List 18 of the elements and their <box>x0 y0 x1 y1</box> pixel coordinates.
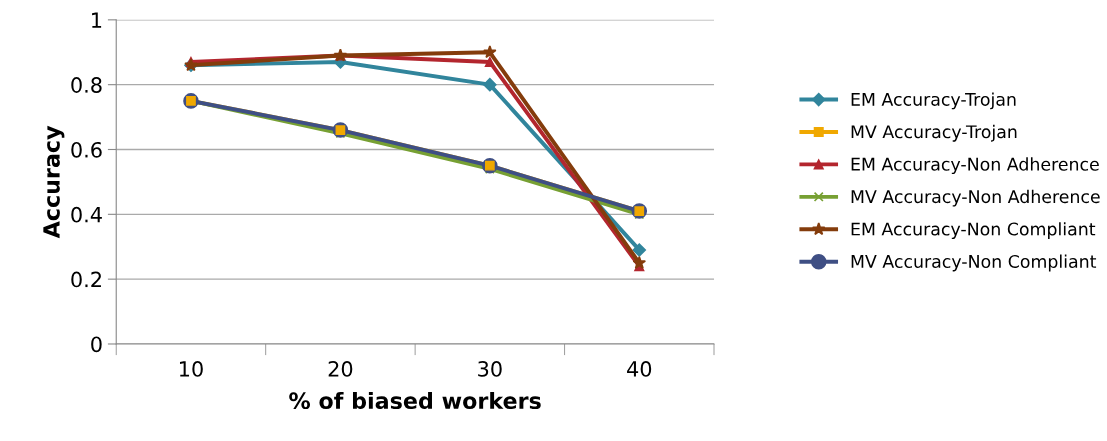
y-tick-label: 0.6 <box>71 141 102 158</box>
legend-label: EM Accuracy-Non Adherence <box>851 157 1099 175</box>
y-tick-label: 0 <box>91 336 102 353</box>
y-axis-title: Accuracy <box>43 125 65 239</box>
x-tick-label: 40 <box>627 361 652 377</box>
x-tick-label: 30 <box>478 361 502 377</box>
x-tick-label: 10 <box>179 361 203 377</box>
legend-label: EM Accuracy-Trojan <box>851 92 1016 110</box>
x-tick-label: 20 <box>328 361 353 377</box>
y-tick-label: 0.8 <box>71 77 102 93</box>
legend-label: MV Accuracy-Non Compliant <box>851 254 1097 272</box>
legend-label: MV Accuracy-Non Adherence <box>851 189 1100 207</box>
x-axis-title: % of biased workers <box>289 391 541 410</box>
legend-label: EM Accuracy-Non Compliant <box>851 222 1096 239</box>
legend-label: MV Accuracy-Trojan <box>851 124 1017 142</box>
y-tick-label: 1 <box>92 12 102 28</box>
y-tick-label: 0.2 <box>71 271 101 288</box>
y-tick-label: 0.4 <box>71 206 102 223</box>
